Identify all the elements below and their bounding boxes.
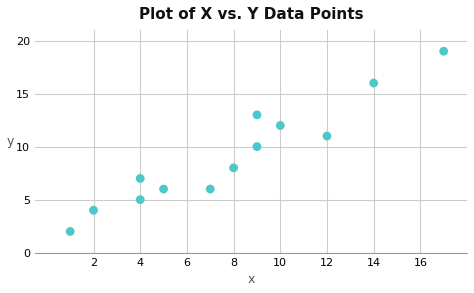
Point [253, 144, 261, 149]
Point [323, 134, 331, 138]
Point [276, 123, 284, 128]
Point [160, 187, 167, 191]
Point [207, 187, 214, 191]
X-axis label: x: x [247, 273, 255, 286]
Point [230, 166, 237, 170]
Point [137, 197, 144, 202]
Title: Plot of X vs. Y Data Points: Plot of X vs. Y Data Points [139, 7, 364, 22]
Point [253, 113, 261, 117]
Point [66, 229, 74, 234]
Point [370, 81, 377, 85]
Y-axis label: y: y [7, 135, 14, 148]
Point [137, 176, 144, 181]
Point [90, 208, 97, 213]
Point [440, 49, 447, 54]
